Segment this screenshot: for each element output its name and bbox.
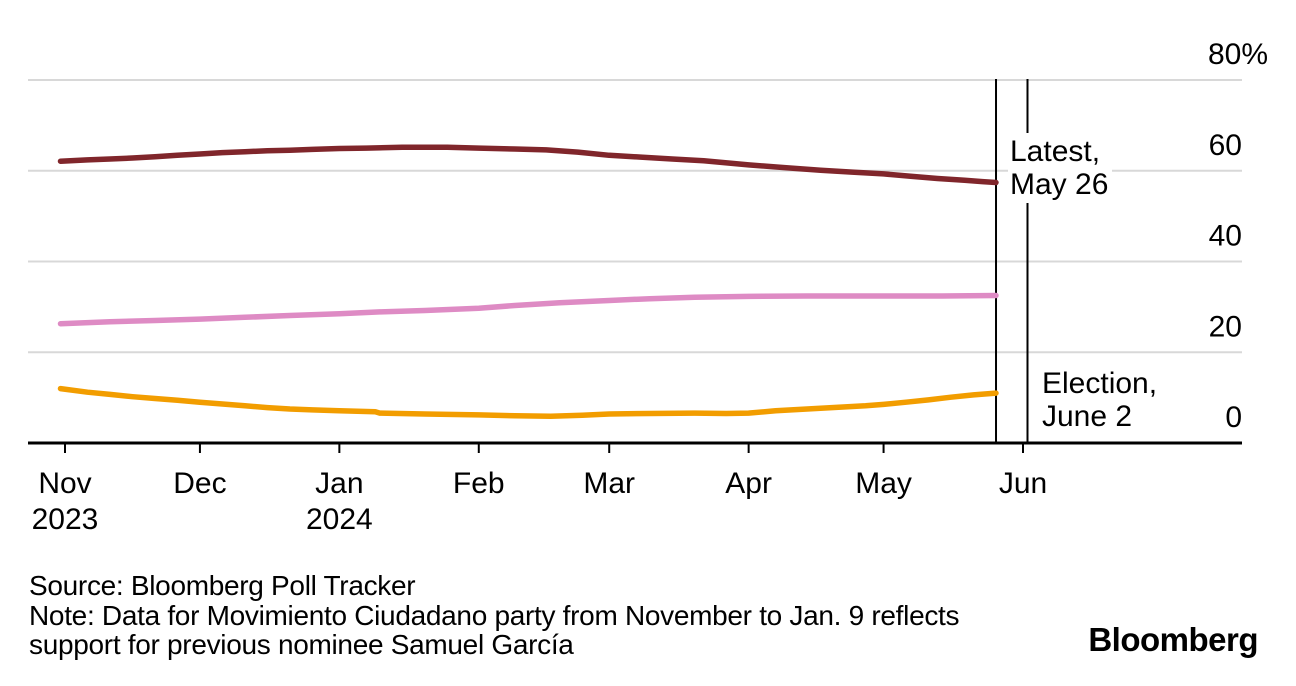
latest-annotation: Latest, May 26 [1008, 133, 1113, 203]
series_orange-line [57, 385, 999, 419]
x-tick-label-Mar: Mar [583, 467, 635, 500]
election-annotation: Election, June 2 [1040, 365, 1162, 435]
x-tick-label-Nov: Nov [38, 467, 91, 500]
x-tick-label-Feb: Feb [453, 467, 505, 500]
note-text-line1: Note: Data for Movimiento Ciudadano part… [29, 599, 960, 631]
y-tick-label-60: 60 [1209, 129, 1242, 162]
election-annotation-line1: Election, [1042, 367, 1158, 400]
x-tick-label-Jan: Jan [315, 467, 363, 500]
y-tick-label-0: 0 [1225, 401, 1242, 434]
y-tick-label-80: 80% [1208, 38, 1268, 71]
source-text: Source: Bloomberg Poll Tracker [29, 570, 416, 601]
x-tick-label-Apr: Apr [725, 467, 772, 500]
x-tick-sublabel-2023: 2023 [32, 503, 99, 536]
bloomberg-logo: Bloomberg [1088, 621, 1258, 658]
y-tick-label-40: 40 [1209, 220, 1242, 253]
note-text-line2: support for previous nominee Samuel Garc… [29, 629, 574, 660]
latest-annotation-line1: Latest, [1010, 135, 1101, 168]
chart-footer: Source: Bloomberg Poll Tracker Note: Dat… [29, 570, 960, 660]
series_maroon-line [57, 144, 999, 186]
y-tick-label-20: 20 [1209, 310, 1242, 343]
series_pink-line [57, 292, 999, 327]
election-annotation-line2: June 2 [1042, 400, 1133, 433]
x-tick-sublabel-2024: 2024 [306, 503, 373, 536]
latest-annotation-line2: May 26 [1010, 168, 1109, 201]
x-tick-label-May: May [855, 467, 912, 500]
x-tick-label-Dec: Dec [173, 467, 226, 500]
x-tick-label-Jun: Jun [999, 467, 1047, 500]
